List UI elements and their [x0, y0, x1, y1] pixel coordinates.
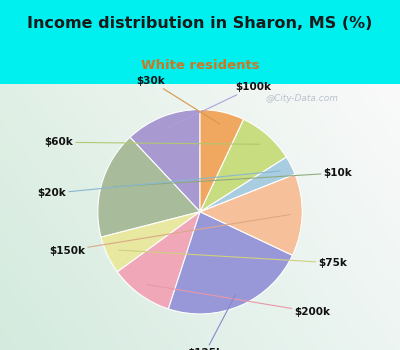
Text: White residents: White residents	[141, 59, 259, 72]
Wedge shape	[200, 110, 244, 212]
Wedge shape	[168, 212, 292, 314]
Text: $150k: $150k	[49, 215, 290, 255]
Text: $200k: $200k	[147, 285, 330, 317]
Text: $30k: $30k	[136, 76, 220, 124]
Text: $75k: $75k	[119, 250, 347, 268]
Text: Income distribution in Sharon, MS (%): Income distribution in Sharon, MS (%)	[27, 16, 373, 31]
Wedge shape	[101, 212, 200, 272]
Text: $60k: $60k	[44, 137, 260, 147]
Wedge shape	[130, 110, 200, 212]
Wedge shape	[200, 157, 295, 212]
Wedge shape	[117, 212, 200, 309]
Text: @City-Data.com: @City-Data.com	[265, 94, 338, 103]
Text: $100k: $100k	[167, 82, 271, 128]
Wedge shape	[200, 174, 302, 255]
Text: $10k: $10k	[114, 168, 352, 187]
Wedge shape	[200, 119, 286, 212]
Text: $20k: $20k	[38, 171, 280, 198]
Text: $125k: $125k	[187, 294, 236, 350]
Wedge shape	[98, 137, 200, 237]
